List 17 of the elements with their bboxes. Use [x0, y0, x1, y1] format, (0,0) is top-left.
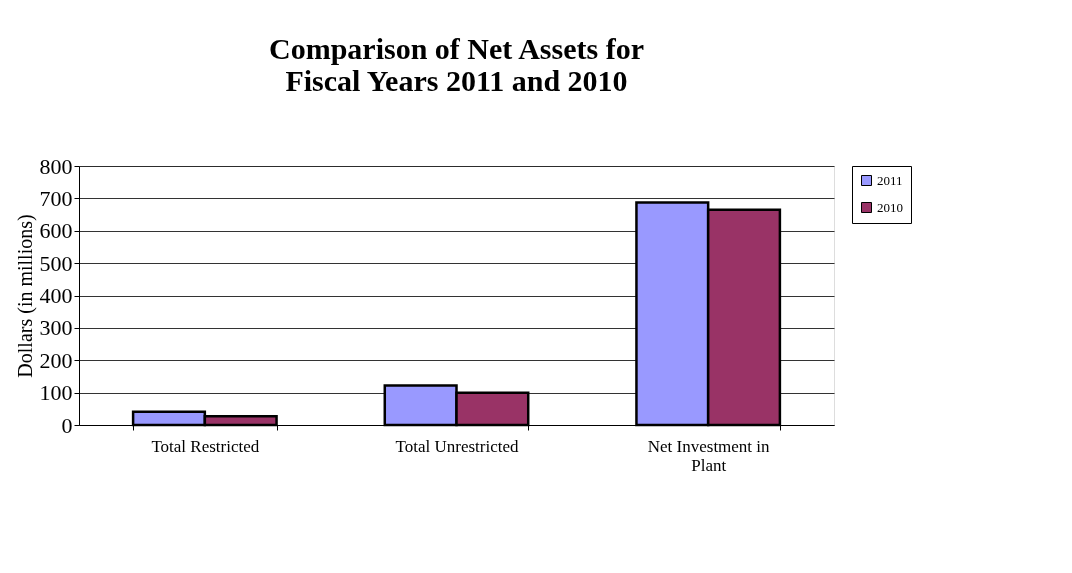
y-tick-label: 200	[39, 347, 73, 373]
x-tick-label: Net Investment in Plant	[647, 436, 771, 475]
text: Comparison of Net Assets for	[269, 32, 644, 65]
y-axis-title: Dollars (in millions)	[13, 214, 37, 378]
y-tick-label: 500	[39, 250, 73, 276]
y-tick-label: 800	[39, 153, 73, 179]
y-tick-label: 300	[39, 315, 73, 341]
x-tick-label: Total Unrestricted	[395, 436, 519, 456]
y-tick-label: 700	[39, 185, 73, 211]
y-tick-label: 400	[39, 283, 73, 308]
y-tick-label: 100	[39, 380, 73, 406]
y-tick-label: 600	[39, 218, 73, 244]
legend-label: 2011	[877, 172, 903, 188]
x-tick-label: Total Restricted	[151, 436, 260, 456]
legend-label: 2010	[877, 199, 903, 215]
y-tick-label: 0	[61, 412, 73, 438]
text: Fiscal Years 2011 and 2010	[285, 64, 628, 97]
